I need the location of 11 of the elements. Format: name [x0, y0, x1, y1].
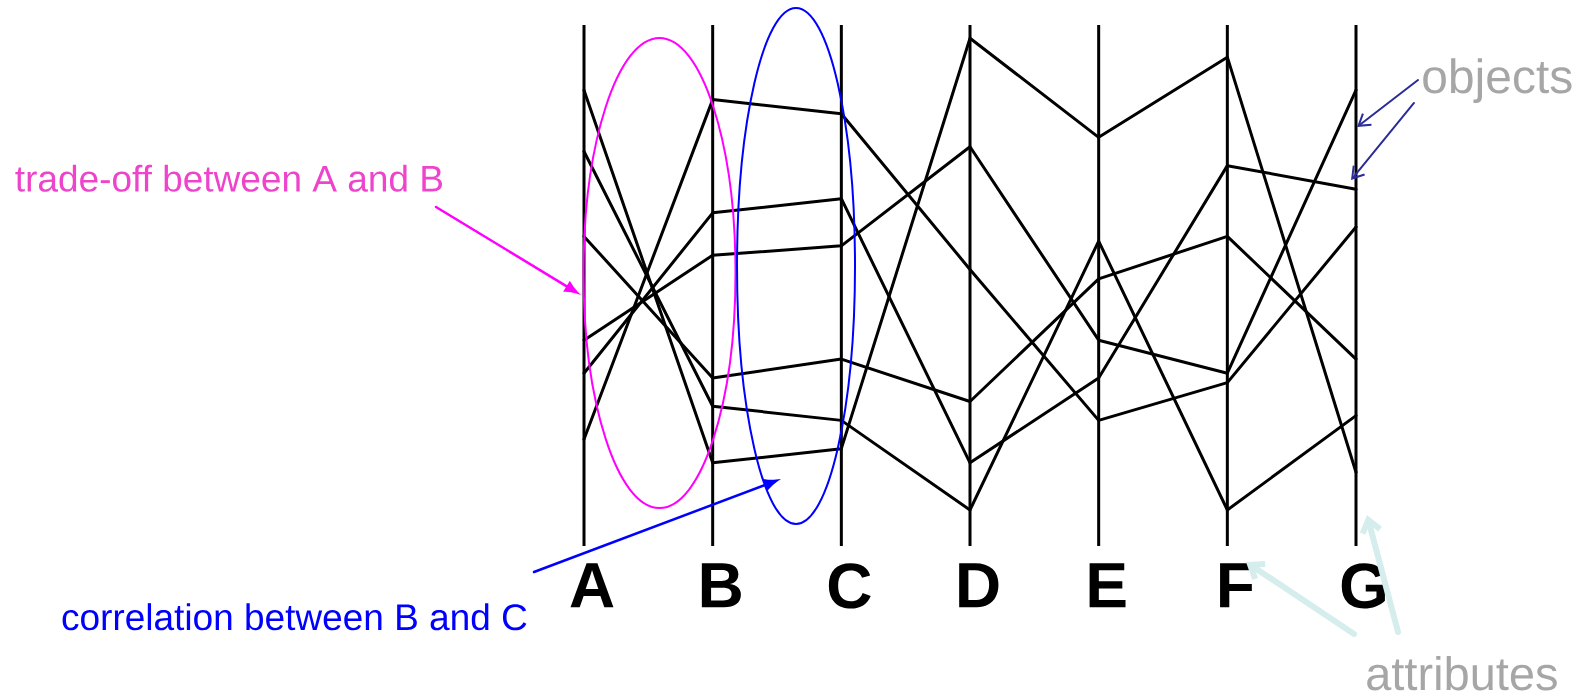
text: objects	[1423, 58, 1572, 103]
text: trade-off between A and B	[15, 164, 443, 192]
x-tick-label: A	[570, 563, 614, 608]
x-tick-label: D	[959, 563, 999, 608]
x-tick-label: E	[1089, 563, 1126, 608]
text: correlation between B and C	[62, 603, 527, 631]
x-tick-label: C	[828, 563, 871, 609]
x-tick-label: B	[701, 563, 741, 608]
x-tick-label: G	[1341, 563, 1385, 609]
text: attributes	[1367, 655, 1557, 691]
x-tick-label: F	[1220, 563, 1253, 608]
